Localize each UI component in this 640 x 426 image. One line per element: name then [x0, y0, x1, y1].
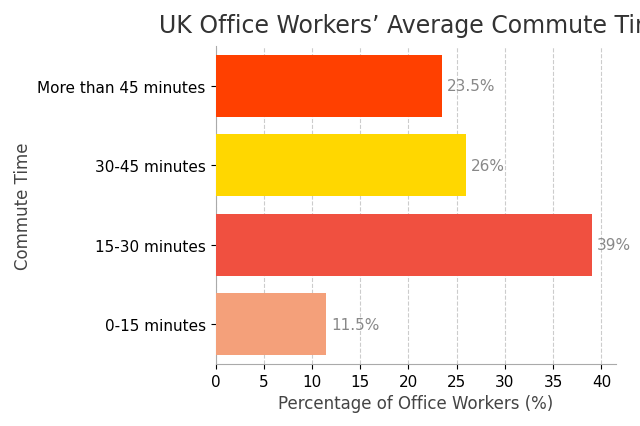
Bar	[216, 214, 592, 276]
Bar	[216, 135, 467, 196]
Text: 23.5%: 23.5%	[447, 79, 495, 94]
Title: UK Office Workers’ Average Commute Time: UK Office Workers’ Average Commute Time	[159, 14, 640, 38]
Y-axis label: Commute Time: Commute Time	[14, 142, 32, 269]
Bar	[216, 294, 326, 355]
Bar	[216, 55, 442, 117]
Text: 26%: 26%	[471, 158, 505, 173]
Text: 39%: 39%	[596, 238, 631, 253]
X-axis label: Percentage of Office Workers (%): Percentage of Office Workers (%)	[278, 394, 554, 412]
Text: 11.5%: 11.5%	[332, 317, 380, 332]
